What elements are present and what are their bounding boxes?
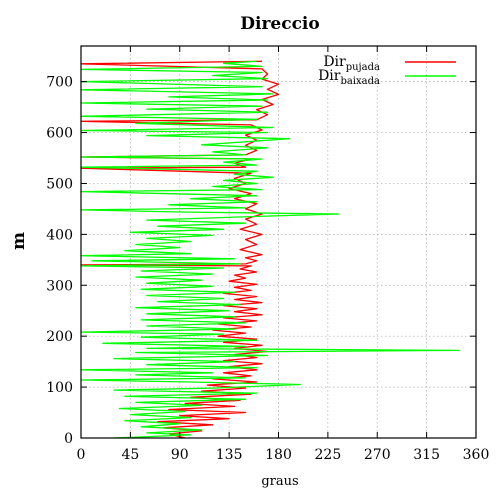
x-tick-label: 315 (413, 447, 440, 463)
ticks: 0 45 90 135 180 225 270 315 360 0 100 200 300 400 500 6… (46, 46, 489, 463)
x-tick-label: 180 (265, 447, 292, 463)
series-layer (80, 60, 461, 439)
x-tick-label: 135 (216, 447, 243, 463)
legend-label-baixada: Dirbaixada (318, 68, 380, 87)
y-tick-label: 200 (46, 329, 73, 345)
plot-frame (80, 45, 477, 439)
legend-label-pujada: Dirpujada (323, 54, 380, 73)
legend: Dirpujada Dirbaixada (318, 54, 456, 87)
y-tick-label: 0 (64, 431, 73, 447)
x-tick-label: 225 (315, 447, 342, 463)
y-tick-label: 500 (46, 176, 73, 192)
x-tick-label: 45 (121, 447, 139, 463)
x-axis-label: graus (261, 474, 298, 489)
chart-title: Direccio (240, 14, 319, 34)
y-tick-label: 400 (46, 227, 73, 243)
y-tick-label: 700 (46, 75, 73, 91)
y-tick-label: 300 (46, 278, 73, 294)
y-tick-label: 600 (46, 126, 73, 142)
x-tick-label: 360 (463, 447, 490, 463)
series-line-baixada (80, 60, 461, 439)
y-tick-label: 100 (46, 380, 73, 396)
x-tick-label: 90 (171, 447, 189, 463)
x-tick-label: 0 (77, 447, 86, 463)
x-tick-label: 270 (364, 447, 391, 463)
y-axis-label: m (9, 232, 29, 250)
